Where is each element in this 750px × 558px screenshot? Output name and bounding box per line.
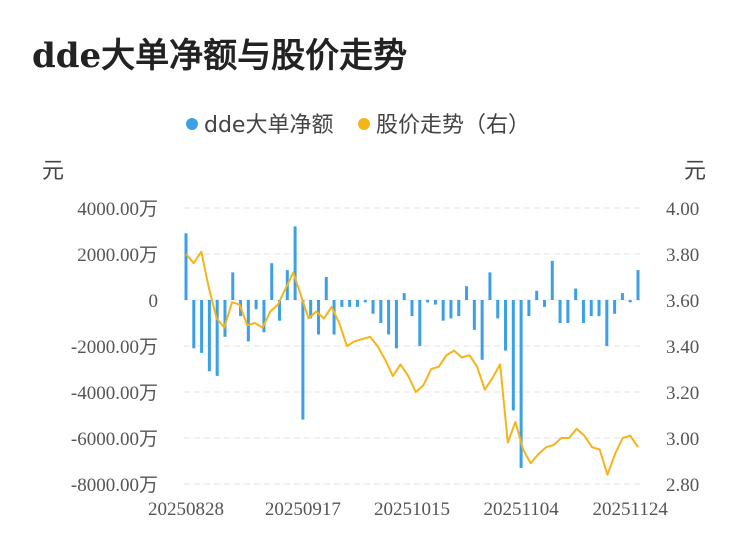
bar[interactable] (535, 290, 539, 300)
left-tick-label: 4000.00万 (77, 199, 158, 220)
chart-title: dde大单净额与股价走势 (32, 36, 408, 76)
bar[interactable] (254, 300, 258, 310)
bar[interactable] (192, 300, 196, 349)
bar[interactable] (480, 300, 484, 360)
bar[interactable] (200, 300, 204, 353)
bar[interactable] (394, 300, 398, 349)
bar[interactable] (410, 300, 414, 317)
bar[interactable] (278, 300, 282, 321)
bar[interactable] (246, 300, 250, 342)
right-tick-label: 3.60 (666, 291, 699, 312)
right-tick-label: 3.20 (666, 383, 699, 404)
bar[interactable] (449, 300, 453, 319)
right-tick-label: 4.00 (666, 199, 699, 220)
bar[interactable] (589, 300, 593, 317)
bar[interactable] (379, 300, 383, 323)
bar[interactable] (433, 300, 437, 305)
bar[interactable] (332, 300, 336, 335)
legend: dde大单净额 股价走势（右） (186, 113, 530, 138)
bar[interactable] (613, 300, 617, 314)
x-tick-label: 20250917 (265, 499, 341, 520)
left-axis: 4000.00万 2000.00万 0 -2000.00万 -4000.00万 -6000… (71, 199, 158, 496)
x-tick-label: 20251104 (483, 499, 559, 520)
x-tick-label: 20250828 (148, 499, 224, 520)
bar[interactable] (426, 300, 430, 303)
gridlines (184, 207, 640, 485)
bar[interactable] (511, 300, 515, 411)
left-tick-label: 2000.00万 (77, 245, 158, 266)
right-tick-label: 3.80 (666, 245, 699, 266)
bar[interactable] (215, 300, 219, 376)
bar[interactable] (231, 272, 235, 300)
bar[interactable] (519, 300, 523, 468)
legend-bar-label[interactable]: dde大单净额 (204, 113, 333, 138)
bar[interactable] (496, 300, 500, 319)
bar[interactable] (504, 300, 508, 351)
right-axis-unit: 元 (684, 159, 706, 184)
right-axis: 4.00 3.80 3.60 3.40 3.20 3.00 2.80 (666, 199, 699, 496)
bar[interactable] (581, 300, 585, 323)
bar[interactable] (309, 300, 313, 319)
bar[interactable] (270, 263, 274, 300)
bar[interactable] (348, 300, 352, 307)
bar[interactable] (566, 300, 570, 323)
legend-bar-marker (186, 118, 198, 130)
bar[interactable] (465, 286, 469, 300)
bar[interactable] (636, 270, 640, 300)
bar[interactable] (371, 300, 375, 314)
x-axis: 20250828 20250917 20251015 20251104 20251124 (148, 499, 668, 520)
bar-series (184, 226, 640, 468)
bar[interactable] (597, 300, 601, 317)
x-tick-label: 20251124 (593, 499, 669, 520)
bar[interactable] (441, 300, 445, 321)
bar[interactable] (301, 300, 305, 420)
bar[interactable] (207, 300, 211, 372)
bar[interactable] (223, 300, 227, 337)
bar[interactable] (574, 288, 578, 301)
bar[interactable] (527, 300, 531, 317)
line-series (185, 250, 639, 476)
price-line[interactable] (185, 250, 639, 476)
bar[interactable] (262, 300, 266, 333)
x-tick-label: 20251015 (374, 499, 450, 520)
bar[interactable] (355, 300, 359, 307)
bar[interactable] (620, 293, 624, 300)
legend-line-marker (358, 118, 370, 130)
left-tick-label: 0 (149, 291, 159, 312)
bar[interactable] (605, 300, 609, 346)
bar[interactable] (324, 277, 328, 300)
bar[interactable] (402, 293, 406, 300)
bar[interactable] (472, 300, 476, 330)
right-tick-label: 2.80 (666, 475, 699, 496)
bar[interactable] (457, 300, 461, 317)
bar[interactable] (558, 300, 562, 323)
left-tick-label: -2000.00万 (71, 337, 158, 358)
right-tick-label: 3.40 (666, 337, 699, 358)
bar[interactable] (628, 300, 632, 303)
left-axis-unit: 元 (42, 159, 64, 184)
legend-line-label[interactable]: 股价走势（右） (376, 113, 530, 138)
right-tick-label: 3.00 (666, 429, 699, 450)
bar[interactable] (316, 300, 320, 335)
bar[interactable] (363, 300, 367, 303)
left-tick-label: -8000.00万 (71, 475, 158, 496)
left-tick-label: -4000.00万 (71, 383, 158, 404)
bar[interactable] (184, 233, 188, 300)
bar[interactable] (387, 300, 391, 335)
bar[interactable] (488, 272, 492, 300)
bar[interactable] (542, 300, 546, 307)
bar[interactable] (550, 260, 554, 300)
bar[interactable] (418, 300, 422, 346)
bar[interactable] (340, 300, 344, 307)
left-tick-label: -6000.00万 (71, 429, 158, 450)
bar[interactable] (293, 226, 297, 300)
